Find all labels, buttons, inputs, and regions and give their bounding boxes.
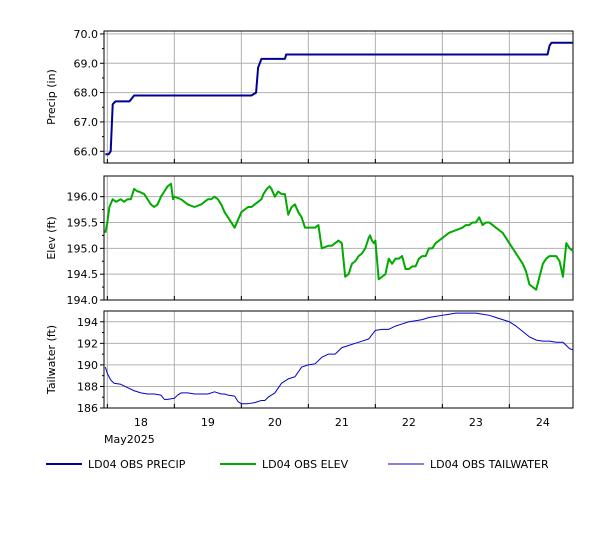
x-tick-label: 20 bbox=[268, 416, 282, 429]
y-tick-label: 194.0 bbox=[67, 294, 99, 307]
plot-frame bbox=[103, 30, 574, 164]
chart-panel-1: 66.0 67.0 68.0 69.0 70.0 Precip (in) bbox=[45, 28, 574, 164]
x-tick-label: 21 bbox=[335, 416, 349, 429]
y-tick-label: 194 bbox=[77, 316, 98, 329]
legend: LD04 OBS PRECIP LD04 OBS ELEV LD04 OBS TAI… bbox=[46, 458, 549, 471]
series-line bbox=[104, 182, 574, 291]
legend-label: LD04 OBS ELEV bbox=[262, 458, 349, 471]
y-tick-label: 68.0 bbox=[74, 87, 99, 100]
x-axis: 18 19 20 21 22 23 24 May2025 bbox=[104, 416, 550, 446]
y-tick-label: 195.5 bbox=[67, 217, 99, 230]
series-line bbox=[104, 312, 574, 405]
y-tick-label: 70.0 bbox=[74, 28, 99, 41]
y-tick-label: 194.5 bbox=[67, 268, 99, 281]
x-tick-label: 23 bbox=[469, 416, 483, 429]
y-axis-title: Elev (ft) bbox=[45, 216, 58, 259]
legend-item: LD04 OBS ELEV bbox=[220, 458, 349, 471]
x-tick-label: 22 bbox=[402, 416, 416, 429]
chart-panel-3: 186 188 190 192 194 Tailwater (ft) bbox=[45, 310, 574, 415]
y-tick-label: 190 bbox=[77, 359, 98, 372]
legend-item: LD04 OBS PRECIP bbox=[46, 458, 186, 471]
legend-label: LD04 OBS TAILWATER bbox=[430, 458, 549, 471]
x-axis-month-label: May2025 bbox=[104, 433, 155, 446]
plot-area bbox=[103, 310, 574, 409]
y-tick-label: 66.0 bbox=[74, 145, 99, 158]
chart-panel-2: 194.0 194.5 195.0 195.5 196.0 Elev (ft) bbox=[45, 175, 574, 307]
plot-frame bbox=[103, 310, 574, 409]
y-tick-label: 186 bbox=[77, 402, 98, 415]
y-tick-label: 196.0 bbox=[67, 191, 99, 204]
x-tick-label: 24 bbox=[536, 416, 550, 429]
y-tick-label: 195.0 bbox=[67, 242, 99, 255]
y-axis-title: Precip (in) bbox=[45, 69, 58, 125]
y-tick-label: 188 bbox=[77, 380, 98, 393]
legend-item: LD04 OBS TAILWATER bbox=[388, 458, 549, 471]
y-tick-label: 67.0 bbox=[74, 116, 99, 129]
x-tick-label: 19 bbox=[201, 416, 215, 429]
y-axis-title: Tailwater (ft) bbox=[45, 325, 58, 395]
series-line bbox=[105, 41, 573, 156]
y-tick-label: 192 bbox=[77, 337, 98, 350]
plot-area bbox=[103, 30, 574, 164]
plot-frame bbox=[103, 175, 574, 301]
y-tick-label: 69.0 bbox=[74, 57, 99, 70]
x-tick-label: 18 bbox=[134, 416, 148, 429]
legend-label: LD04 OBS PRECIP bbox=[88, 458, 186, 471]
